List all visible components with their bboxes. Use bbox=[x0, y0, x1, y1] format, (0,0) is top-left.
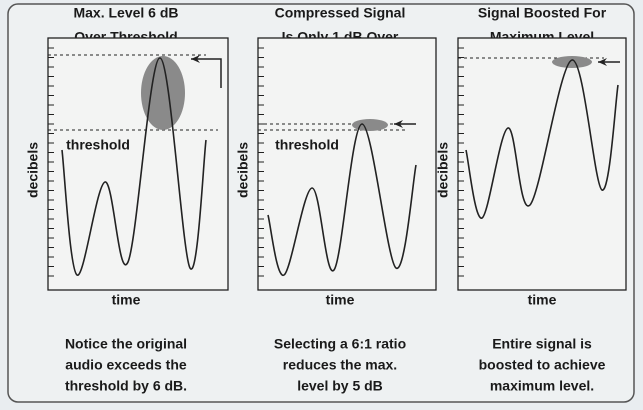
caption: Entire signal is bbox=[492, 336, 592, 352]
arrowhead bbox=[598, 58, 607, 66]
arrowhead bbox=[394, 120, 403, 128]
peak-highlight bbox=[141, 56, 185, 130]
plot-frame bbox=[47, 37, 229, 291]
plot-frame bbox=[257, 37, 437, 291]
caption: level by 5 dB bbox=[297, 378, 383, 394]
caption: maximum level. bbox=[490, 378, 594, 394]
caption: reduces the max. bbox=[283, 357, 397, 373]
peak-highlight bbox=[352, 119, 388, 131]
y-axis-label: decibels bbox=[25, 142, 41, 198]
y-axis-label: decibels bbox=[435, 142, 451, 198]
threshold-label: threshold bbox=[66, 137, 130, 153]
y-axis-label: decibels bbox=[235, 142, 251, 198]
caption: boosted to achieve bbox=[479, 357, 606, 373]
pointer bbox=[191, 58, 222, 88]
x-axis-label: time bbox=[112, 292, 141, 308]
panel-title: Signal Boosted For bbox=[478, 5, 607, 21]
arrowhead bbox=[191, 55, 200, 63]
waveform bbox=[267, 123, 417, 276]
x-axis-label: time bbox=[528, 292, 557, 308]
waveform bbox=[465, 59, 619, 219]
panel-title: Max. Level 6 dB bbox=[73, 5, 178, 21]
threshold-label: threshold bbox=[275, 137, 339, 153]
panel-title: Compressed Signal bbox=[275, 5, 406, 21]
caption: Selecting a 6:1 ratio bbox=[274, 336, 406, 352]
caption: threshold by 6 dB. bbox=[65, 378, 187, 394]
peak-highlight bbox=[552, 56, 592, 68]
caption: audio exceeds the bbox=[65, 357, 187, 373]
x-axis-label: time bbox=[326, 292, 355, 308]
waveform bbox=[61, 57, 207, 276]
caption: Notice the original bbox=[65, 336, 187, 352]
